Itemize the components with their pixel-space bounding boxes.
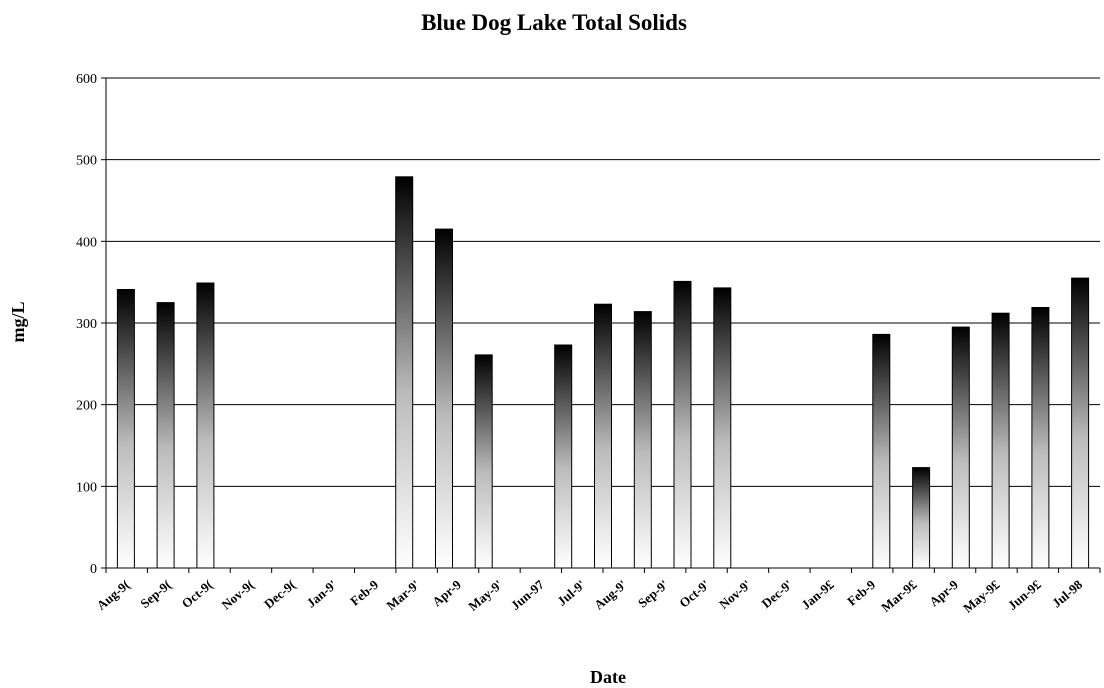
bar [395,176,414,569]
bar [435,228,453,569]
y-tick-label: 200 [76,399,97,414]
x-tick-label: Jul-9' [554,577,588,609]
x-tick-label: Jan-9' [304,577,340,611]
bar [991,312,1010,569]
x-tick-label: Aug-9' [591,577,629,613]
x-axis-title: Date [590,667,626,687]
x-tick-label: Aug-9( [94,577,133,613]
bar [713,287,732,569]
x-tick-label: Feb-9 [347,576,381,608]
bar [196,282,215,569]
y-tick-label: 500 [76,154,97,169]
y-tick-labels: 0 100 200 300 400 500 600 [76,72,97,577]
bar [951,326,970,569]
axes [105,78,1101,573]
x-tick-label: Jan-9£ [798,576,837,612]
y-tick-label: 400 [76,235,97,250]
bar [594,303,612,569]
bar [156,302,175,569]
x-tick-label: Jun-97 [508,576,547,612]
x-tick-label: Feb-9 [844,576,878,608]
chart-title: Blue Dog Lake Total Solids [421,10,687,35]
bar [474,354,493,569]
x-tick-label: Nov-9' [716,577,754,612]
y-tick-label: 300 [76,317,97,332]
x-tick-label: Apr-9 [926,576,961,609]
bar [554,344,573,569]
x-tick-label: Oct-9( [179,577,216,611]
x-tick-label: May-9' [465,577,505,614]
bar [872,333,891,569]
x-tick-label: Jul-98 [1049,576,1086,610]
bar [912,467,931,569]
x-tick-label: Nov-9( [218,577,256,613]
x-tick-label: May-9£ [960,576,1003,615]
y-tick-label: 600 [76,72,97,87]
bar [673,280,692,569]
x-tick-label: Apr-9 [429,576,464,609]
x-tick-label: Sep-9( [137,577,174,611]
x-tick-label: Mar-9£ [878,576,920,614]
x-tick-label: Oct-9' [676,577,712,611]
bar [116,289,135,569]
bar [633,311,652,569]
x-tick-label: Sep-9' [635,577,671,611]
y-tick-label: 100 [76,480,97,495]
x-tick-label: Dec-9' [759,577,796,611]
x-tick-label: Mar-9' [383,577,422,613]
y-axis-title: mg/L [8,301,28,342]
x-tick-label: Dec-9( [261,577,298,612]
y-tick-label: 0 [90,562,97,577]
bar [1031,307,1050,569]
x-tick-labels: Aug-9(Sep-9(Oct-9(Nov-9(Dec-9(Jan-9' Feb-… [94,576,1086,615]
bars [116,176,1090,569]
x-tick-label: Jun-9£ [1005,576,1044,612]
bar [1071,277,1090,569]
